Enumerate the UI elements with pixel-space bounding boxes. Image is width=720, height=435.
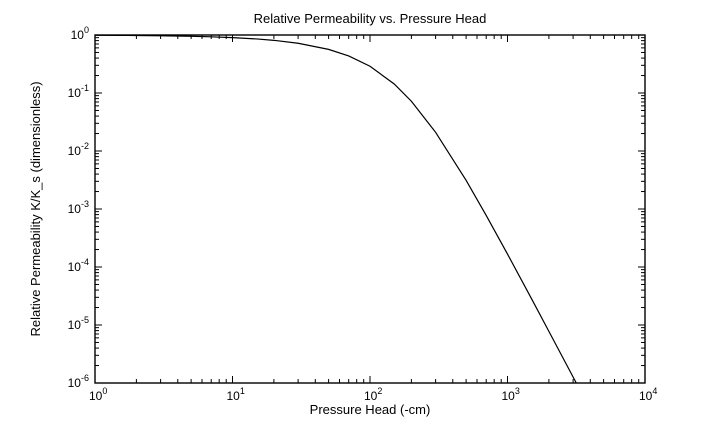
y-tick-label: 10-1 [68,83,89,100]
y-tick-label: 10-5 [68,315,89,332]
y-tick-label: 100 [71,25,89,42]
axis-tick-labels: 100 101 102 103 104 100 10-1 10-2 10-3 10-4 10-5 10… [68,25,658,403]
y-tick-label: 10-2 [68,141,89,158]
x-tick-label: 102 [364,386,382,403]
y-tick-label: 10-3 [68,199,89,216]
y-axis-label: Relative Permeability K/K_s (dimensionle… [28,81,43,336]
x-tick-label: 101 [227,386,245,403]
chart-title: Relative Permeability vs. Pressure Head [254,11,487,26]
axis-ticks [94,34,646,384]
plot-area [94,34,646,384]
y-tick-label: 10-6 [68,373,89,390]
x-tick-label: 100 [89,386,107,403]
x-axis-label: Pressure Head (-cm) [310,402,431,417]
y-tick-label: 10-4 [68,257,89,274]
relative-permeability-curve [94,34,577,384]
x-tick-label: 103 [502,386,520,403]
x-tick-label: 104 [639,386,657,403]
